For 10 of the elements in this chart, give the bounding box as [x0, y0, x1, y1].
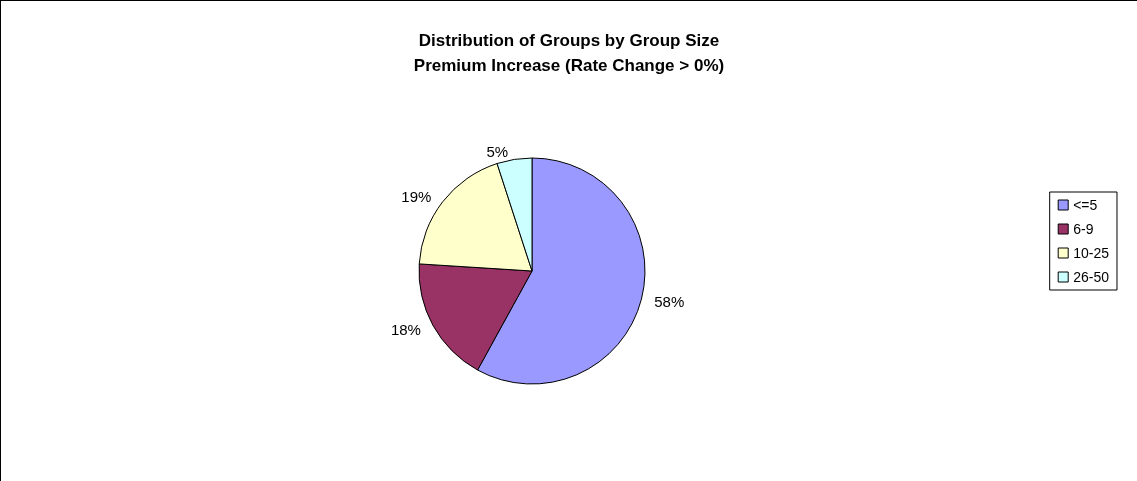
chart-subtitle: Premium Increase (Rate Change > 0%): [413, 56, 725, 75]
legend-label: <=5: [1073, 197, 1098, 213]
data-label: 58%: [654, 292, 685, 310]
legend-label: 6-9: [1073, 221, 1094, 237]
data-label: 19%: [401, 188, 432, 206]
legend-label: 26-50: [1073, 269, 1110, 285]
data-label: 18%: [390, 320, 421, 338]
legend-label: 10-25: [1073, 245, 1110, 261]
data-label: 5%: [486, 142, 509, 160]
chart-title: Distribution of Groups by Group Size: [418, 31, 720, 50]
